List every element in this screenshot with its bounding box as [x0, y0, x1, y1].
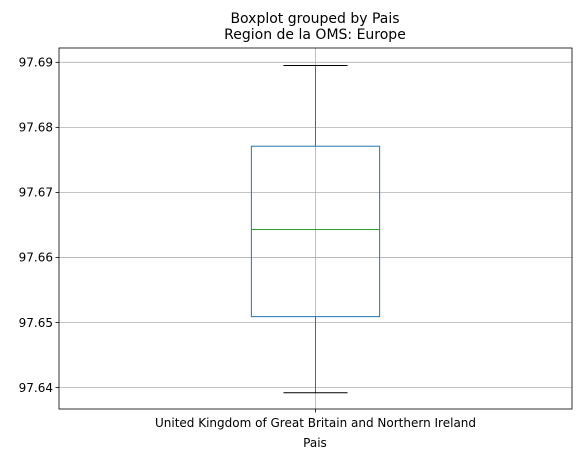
y-tick-label: 97.64	[19, 381, 53, 395]
chart-title: Region de la OMS: Europe	[224, 27, 406, 43]
y-tick-label: 97.66	[19, 251, 53, 265]
y-tick-label: 97.65	[19, 316, 53, 330]
y-tick-label: 97.68	[19, 121, 53, 135]
y-tick-label: 97.69	[19, 56, 53, 70]
y-axis-ticks: 97.64 97.65 97.66 97.67 97.68 97.69	[19, 56, 59, 395]
y-tick-label: 97.67	[19, 186, 53, 200]
box-layer	[250, 65, 381, 394]
x-axis-ticks: United Kingdom of Great Britain and Nort…	[155, 409, 476, 430]
iqr-box	[250, 145, 381, 318]
x-axis-label: Pais	[303, 436, 327, 450]
x-tick-label: United Kingdom of Great Britain and Nort…	[155, 416, 476, 430]
chart-suptitle: Boxplot grouped by Pais	[230, 11, 399, 27]
